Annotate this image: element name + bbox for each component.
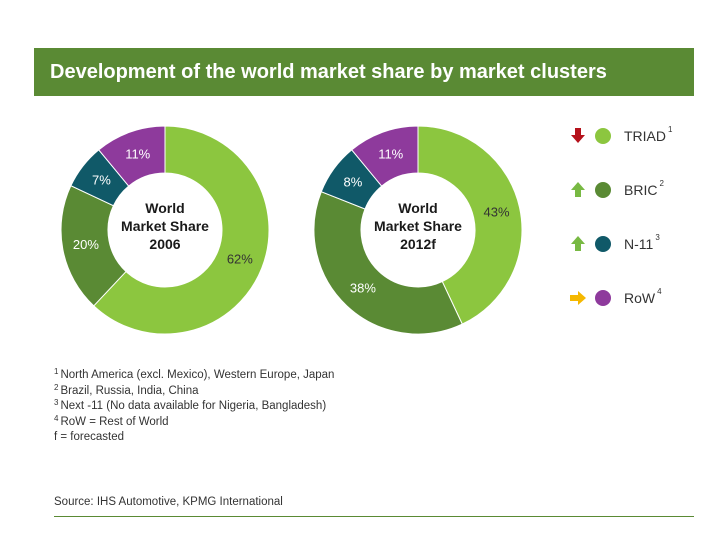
legend-label: TRIAD [624,128,666,144]
slice-row [98,125,166,187]
slice-label-n-11: 7% [92,173,111,188]
footnote-5: f = forecasted [54,430,454,446]
slice-row [351,125,419,187]
legend-item-triad: TRIAD 1 [571,125,673,144]
footnote-3: 3 Next -11 (No data available for Nigeria… [54,399,454,415]
source-note: Source: IHS Automotive, KPMG Internation… [54,496,283,508]
footnote-marker: 2 [54,382,59,392]
up-arrow-icon [571,182,585,197]
legend-label: BRIC [624,182,657,198]
footnote-marker: 1 [54,367,59,376]
footnote-marker: 3 [54,398,59,407]
footnote-4: 4 RoW = Rest of World [54,413,454,431]
slice-label-row: 11% [125,146,150,161]
bottom-divider [54,516,694,517]
footnote-text: f = forecasted [54,431,124,443]
donut-chart-2006: 62% 20% 7% 11% World Market Share 2006 [60,125,270,335]
donut-chart-2012f: 43% 38% 8% 11% World Market Share 2012f [313,125,523,335]
slice-bric [313,191,463,335]
center-label-line: World [398,200,437,216]
footnote-text: RoW = Rest of World [60,415,169,428]
footnote-text: North America (excl. Mexico), Western Eu… [60,369,335,381]
slice-label-bric: 20% [73,237,99,252]
slice-label-n-11: 8% [343,175,362,190]
footnote-text: Brazil, Russia, India, China [60,384,199,397]
footnote-1: 1 North America (excl. Mexico), Western E… [54,368,454,384]
legend-footnote-marker: 4 [657,287,662,296]
footnote-2: 2 Brazil, Russia, India, China [54,382,454,400]
legend-footnote-marker: 1 [668,125,673,134]
down-arrow-icon [571,128,585,143]
right-arrow-icon [570,291,586,305]
slice-triad [93,125,270,335]
legend: TRIAD 1 BRIC 2 N-11 3 RoW 4 [570,125,673,306]
legend-label: RoW [624,290,656,306]
center-label-line: World [145,200,184,216]
legend-swatch-bric [595,182,611,198]
legend-footnote-marker: 3 [655,233,660,242]
footnotes: 1 North America (excl. Mexico), Western E… [54,368,454,446]
slice-label-bric: 38% [350,281,376,296]
slice-label-triad: 43% [484,204,510,219]
footnote-text: Next -11 (No data available for Nigeria,… [60,400,327,412]
legend-item-bric: BRIC 2 [571,179,664,198]
center-label-line: 2006 [149,236,180,252]
legend-swatch-n-11 [595,236,611,252]
slice-triad [417,125,523,325]
legend-swatch-triad [595,128,611,144]
legend-item-row: RoW 4 [570,287,662,306]
center-label-line: 2012f [400,236,436,252]
center-label-line: Market Share [374,218,462,234]
up-arrow-icon [571,236,585,251]
slice-label-triad: 62% [227,252,253,267]
chart-title: Development of the world market share by… [34,48,694,96]
legend-footnote-marker: 2 [659,179,664,188]
center-label-line: Market Share [121,218,209,234]
legend-label: N-11 [624,236,654,252]
legend-swatch-row [595,290,611,306]
footnote-marker: 4 [54,413,59,423]
slice-label-row: 11% [378,146,403,161]
legend-item-n-11: N-11 3 [571,233,660,252]
